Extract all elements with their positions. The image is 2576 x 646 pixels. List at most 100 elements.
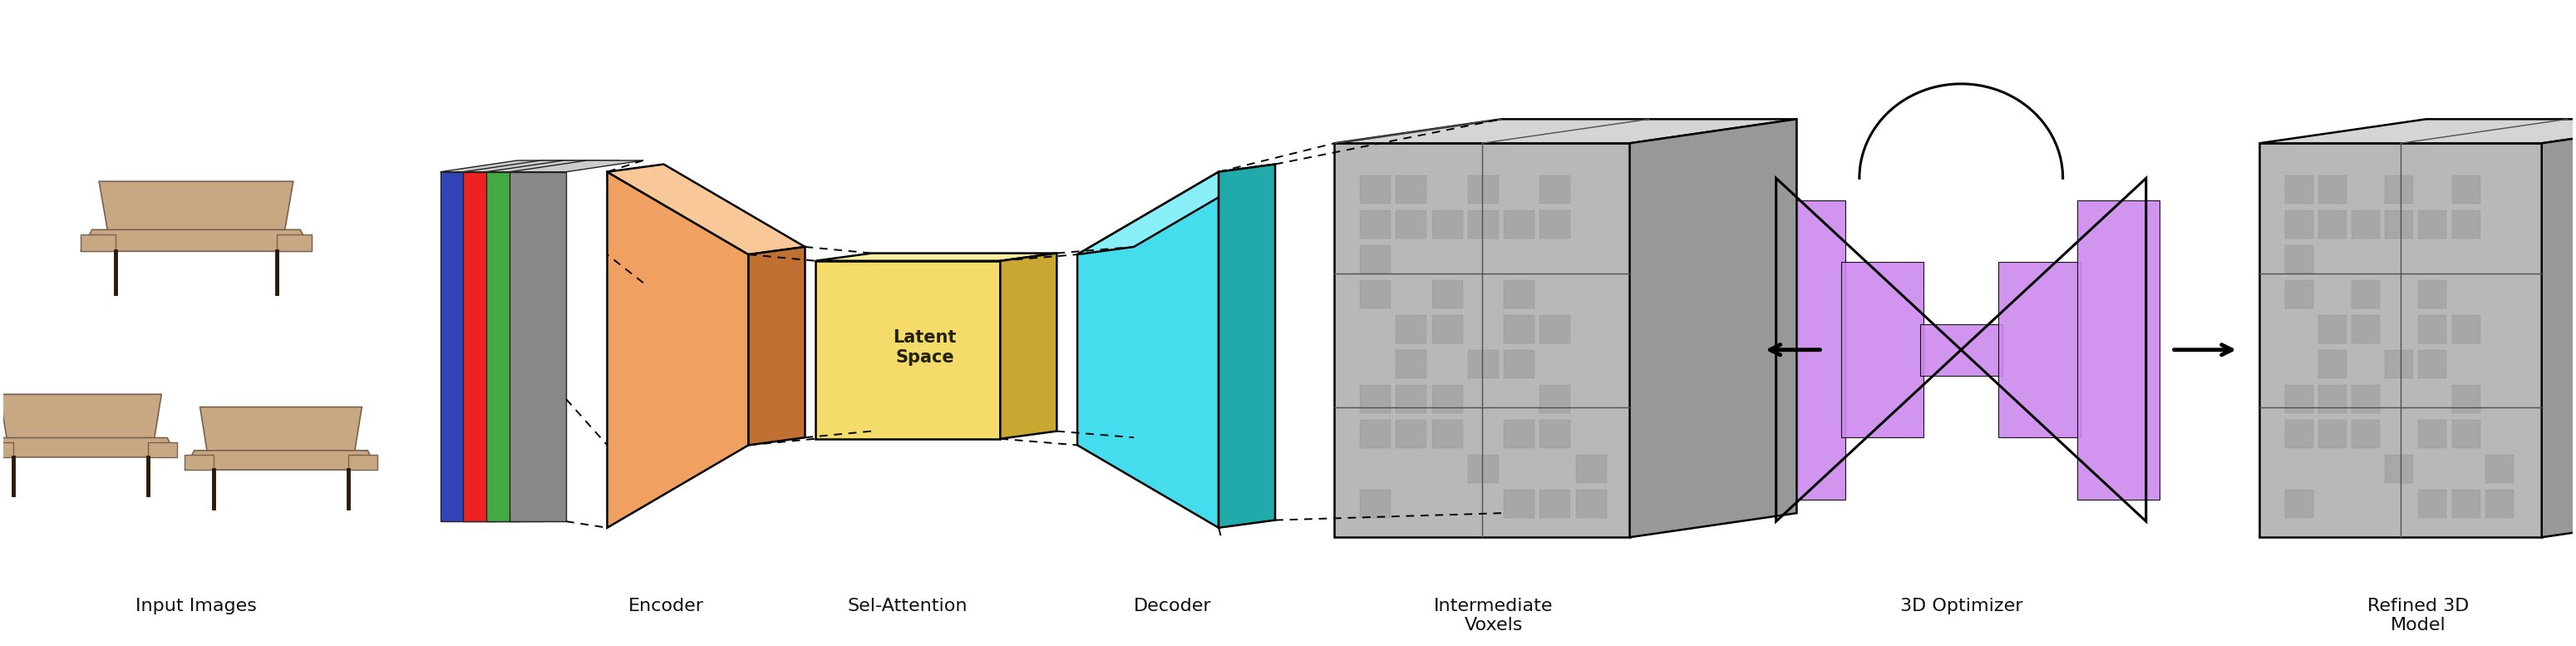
Polygon shape <box>1540 490 1571 518</box>
Polygon shape <box>2385 210 2414 238</box>
Polygon shape <box>1999 262 2081 437</box>
Polygon shape <box>201 407 361 455</box>
Polygon shape <box>0 443 13 457</box>
Text: Decoder: Decoder <box>1133 598 1211 614</box>
Polygon shape <box>2419 420 2447 448</box>
Polygon shape <box>510 172 567 521</box>
Polygon shape <box>1577 490 1607 518</box>
Polygon shape <box>2419 210 2447 238</box>
Polygon shape <box>608 172 750 528</box>
Polygon shape <box>2352 420 2380 448</box>
Polygon shape <box>999 253 1056 439</box>
Polygon shape <box>80 230 312 251</box>
Polygon shape <box>185 455 214 470</box>
Text: 3D Optimizer: 3D Optimizer <box>1899 598 2022 614</box>
Polygon shape <box>2318 315 2347 344</box>
Polygon shape <box>1577 455 1607 483</box>
Polygon shape <box>2318 175 2347 203</box>
Polygon shape <box>1360 210 1391 238</box>
Polygon shape <box>2259 143 2543 537</box>
Polygon shape <box>1432 315 1463 344</box>
Polygon shape <box>1631 119 1795 537</box>
Polygon shape <box>1396 385 1427 413</box>
Polygon shape <box>2318 420 2347 448</box>
Polygon shape <box>2318 210 2347 238</box>
Polygon shape <box>2486 455 2514 483</box>
Polygon shape <box>2419 315 2447 344</box>
Polygon shape <box>814 253 1056 261</box>
Polygon shape <box>1540 210 1571 238</box>
Polygon shape <box>2076 200 2159 499</box>
Polygon shape <box>1540 420 1571 448</box>
Polygon shape <box>147 443 178 457</box>
Polygon shape <box>1077 172 1218 528</box>
Polygon shape <box>0 394 162 443</box>
Polygon shape <box>464 172 520 521</box>
Polygon shape <box>1504 280 1535 309</box>
Polygon shape <box>2419 349 2447 379</box>
Text: Intermediate
Voxels: Intermediate Voxels <box>1435 598 1553 634</box>
Polygon shape <box>1360 280 1391 309</box>
Polygon shape <box>1432 420 1463 448</box>
Polygon shape <box>1468 210 1499 238</box>
Polygon shape <box>2318 349 2347 379</box>
Text: Refined 3D
Model: Refined 3D Model <box>2367 598 2470 634</box>
Polygon shape <box>464 160 598 172</box>
Polygon shape <box>2385 349 2414 379</box>
Polygon shape <box>750 247 806 445</box>
Polygon shape <box>1468 349 1499 379</box>
Text: Encoder: Encoder <box>629 598 703 614</box>
Polygon shape <box>1504 315 1535 344</box>
Polygon shape <box>1396 420 1427 448</box>
Polygon shape <box>1504 420 1535 448</box>
Polygon shape <box>1432 385 1463 413</box>
Polygon shape <box>2285 490 2313 518</box>
Polygon shape <box>1334 119 1795 143</box>
Polygon shape <box>2452 315 2481 344</box>
Text: Sel-Attention: Sel-Attention <box>848 598 969 614</box>
Polygon shape <box>2352 280 2380 309</box>
Polygon shape <box>440 160 574 172</box>
Polygon shape <box>2285 245 2313 273</box>
Polygon shape <box>440 172 497 521</box>
Polygon shape <box>1762 200 1844 499</box>
Polygon shape <box>1919 324 2002 375</box>
Polygon shape <box>1396 210 1427 238</box>
Polygon shape <box>2285 385 2313 413</box>
Polygon shape <box>1540 315 1571 344</box>
Polygon shape <box>2285 175 2313 203</box>
Polygon shape <box>2285 210 2313 238</box>
Polygon shape <box>2452 420 2481 448</box>
Polygon shape <box>2259 119 2576 143</box>
Polygon shape <box>1396 349 1427 379</box>
Polygon shape <box>348 455 376 470</box>
Polygon shape <box>278 234 312 251</box>
Polygon shape <box>1360 490 1391 518</box>
Polygon shape <box>608 164 806 255</box>
Polygon shape <box>1396 175 1427 203</box>
Polygon shape <box>1218 164 1275 528</box>
Polygon shape <box>1077 164 1275 255</box>
Polygon shape <box>1504 210 1535 238</box>
Polygon shape <box>487 172 544 521</box>
Polygon shape <box>2352 385 2380 413</box>
Text: Latent
Space: Latent Space <box>894 329 956 366</box>
Polygon shape <box>2385 175 2414 203</box>
Polygon shape <box>1360 245 1391 273</box>
Polygon shape <box>1468 175 1499 203</box>
Polygon shape <box>80 234 116 251</box>
Polygon shape <box>510 160 644 172</box>
Polygon shape <box>1842 262 1924 437</box>
Polygon shape <box>2486 490 2514 518</box>
Text: Input Images: Input Images <box>137 598 258 614</box>
Polygon shape <box>2318 385 2347 413</box>
Polygon shape <box>2352 210 2380 238</box>
Polygon shape <box>487 160 621 172</box>
Polygon shape <box>2452 175 2481 203</box>
Polygon shape <box>1432 210 1463 238</box>
Polygon shape <box>1504 490 1535 518</box>
Polygon shape <box>2285 280 2313 309</box>
Polygon shape <box>2419 490 2447 518</box>
Polygon shape <box>1360 175 1391 203</box>
Polygon shape <box>2385 455 2414 483</box>
